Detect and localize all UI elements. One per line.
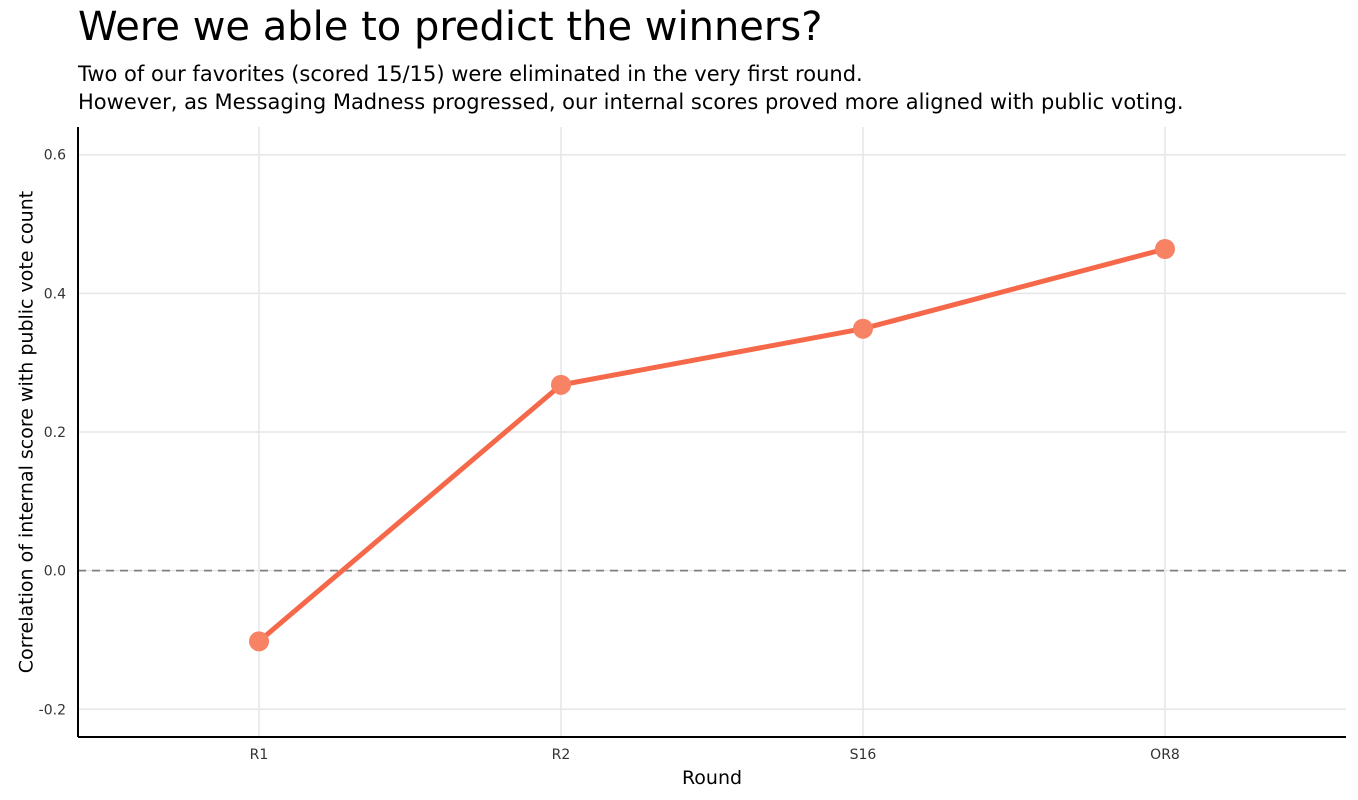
x-tick-label: R1: [250, 747, 269, 763]
data-point-s16: [853, 318, 873, 339]
subtitle-line-2: However, as Messaging Madness progressed…: [78, 90, 1184, 114]
chart-subtitle: Two of our favorites (scored 15/15) were…: [78, 60, 1184, 116]
y-gridlines: [78, 153, 1346, 711]
series-line: [256, 246, 1168, 644]
y-tick-label: 0.6: [44, 148, 66, 164]
data-point-r1: [249, 631, 269, 652]
data-point-or8: [1155, 239, 1175, 259]
y-tick-label: 0.4: [44, 286, 66, 302]
chart-title: Were we able to predict the winners?: [78, 4, 823, 50]
subtitle-line-1: Two of our favorites (scored 15/15) were…: [78, 62, 863, 86]
y-tick-labels: -0.2 0.0 0.2 0.4 0.6: [39, 148, 66, 719]
y-tick-label: 0.2: [44, 425, 66, 441]
data-point-r2: [551, 374, 571, 395]
x-tick-label: R2: [552, 747, 571, 763]
x-tick-label: OR8: [1150, 747, 1180, 763]
x-tick-label: S16: [850, 747, 877, 763]
x-tick-labels: R1 R2 S16 OR8: [250, 747, 1180, 763]
series-points: [249, 239, 1175, 652]
x-axis-title: Round: [682, 767, 742, 789]
y-tick-label: -0.2: [39, 702, 66, 718]
y-tick-label: 0.0: [44, 564, 66, 580]
y-axis-title: Correlation of internal score with publi…: [16, 191, 38, 673]
